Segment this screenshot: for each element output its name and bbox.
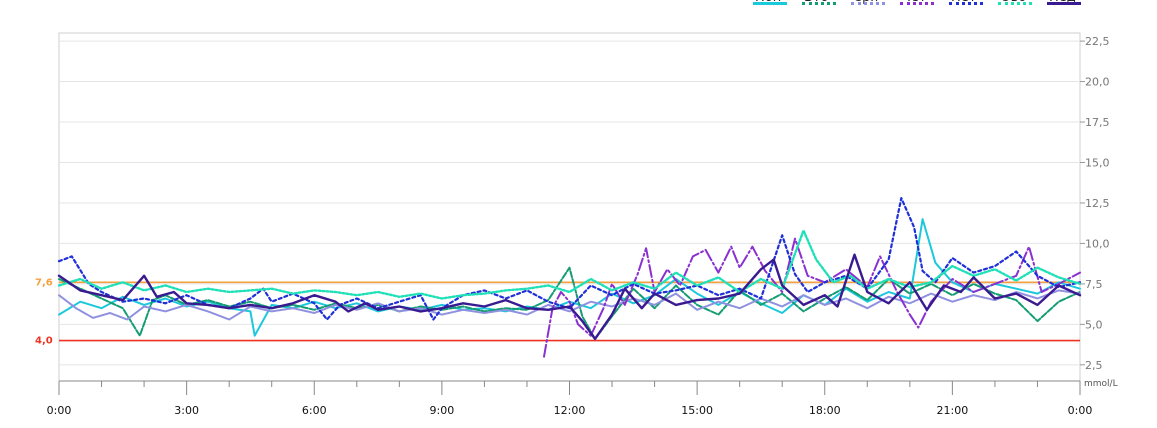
legend-swatch (949, 2, 983, 5)
series-line (543, 237, 1081, 358)
y-tick-label: 15,0 (1085, 156, 1110, 169)
y-tick-label: 22,5 (1085, 35, 1110, 48)
y-tick-label: 7,5 (1085, 278, 1103, 291)
legend-swatch (753, 2, 787, 5)
series-line (57, 253, 1082, 341)
x-tick-label: 0:00 (47, 404, 72, 417)
legend-swatch (900, 2, 934, 5)
x-tick-label: 18:00 (809, 404, 841, 417)
series-line (57, 229, 1082, 300)
y-tick-label: 17,5 (1085, 116, 1110, 129)
y-tick-label: 20,0 (1085, 76, 1110, 89)
legend-swatch (802, 2, 836, 5)
series-lines (57, 197, 1082, 358)
unit-label: mmol/L (1084, 379, 1118, 389)
y-tick-label: 2,5 (1085, 359, 1103, 372)
x-tick-label: 6:00 (302, 404, 327, 417)
x-tick-label: 21:00 (937, 404, 969, 417)
plot-frame (58, 32, 1081, 382)
axes: 2,5 5,0 7,5 10,0 12,5 15,0 17,5 20,0 22,5 0:00 3:0… (47, 35, 1118, 417)
x-tick-label: 12:00 (554, 404, 586, 417)
x-tick-label: 15:00 (681, 404, 713, 417)
x-tick-label: 9:00 (430, 404, 455, 417)
grid (58, 32, 1081, 382)
legend-swatch (998, 2, 1032, 5)
y-tick-label: 10,0 (1085, 237, 1110, 250)
legend-swatch (1047, 2, 1081, 5)
threshold-label: 7,6 (35, 277, 53, 288)
series-line (58, 218, 1081, 337)
x-tick-label: 0:00 (1068, 404, 1093, 417)
threshold-label: 4,0 (35, 336, 53, 347)
x-tick-label: 3:00 (174, 404, 199, 417)
y-tick-label: 5,0 (1085, 318, 1103, 331)
legend-swatch (851, 2, 885, 5)
y-tick-label: 12,5 (1085, 197, 1110, 210)
